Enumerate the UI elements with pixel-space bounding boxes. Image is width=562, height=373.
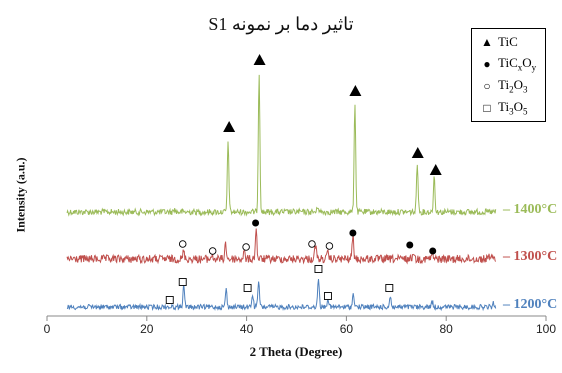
- legend-label-subscript: y: [531, 62, 537, 73]
- peak-marker-open-square: [385, 284, 394, 292]
- peak-marker-open-square: [314, 265, 323, 273]
- temperature-dash: –: [503, 249, 514, 264]
- peak-marker-filled-triangle: [253, 54, 266, 65]
- open-square-icon: □: [483, 100, 491, 115]
- legend-label-main: TiC: [498, 34, 518, 49]
- temperature-value: 1200°C: [513, 297, 558, 312]
- legend-label-element: O: [522, 55, 532, 71]
- peak-marker-filled-triangle: [349, 85, 362, 96]
- peak-marker-open-square: [323, 292, 332, 300]
- legend-label: Ti3O5: [498, 99, 528, 117]
- legend-label: TiC: [498, 34, 518, 50]
- temperature-label: – 1200°C: [503, 297, 557, 313]
- peak-marker-filled-circle: [349, 229, 357, 237]
- peak-marker-filled-triangle: [223, 121, 236, 132]
- filled-triangle-icon: ▲: [481, 34, 493, 49]
- x-tick-label: 100: [535, 322, 557, 336]
- legend-label-main: TiC: [498, 55, 518, 71]
- x-tick-label: 20: [140, 322, 154, 336]
- temperature-label: – 1400°C: [503, 202, 557, 218]
- legend-label-element: O: [513, 77, 523, 93]
- temperature-dash: –: [503, 202, 514, 217]
- legend: ▲ TiC ● TiCxOy ○ Ti2O3 □ Ti3O5: [471, 28, 546, 122]
- x-tick-label: 80: [439, 322, 453, 336]
- legend-label: Ti2O3: [498, 77, 528, 95]
- y-axis-label: Intensity (a.u.): [13, 157, 28, 233]
- x-tick-label: 0: [43, 322, 51, 336]
- legend-label: TiCxOy: [498, 55, 536, 73]
- peak-marker-open-square: [178, 278, 187, 286]
- series-trace-1: [66, 228, 497, 265]
- legend-label-main: Ti: [498, 77, 510, 93]
- legend-label-subscript: 2: [509, 84, 514, 95]
- legend-label-subscript: x: [517, 62, 523, 73]
- legend-item: ○ Ti2O3: [480, 76, 528, 96]
- peak-marker-open-circle: [308, 240, 316, 248]
- peak-marker-open-square: [165, 296, 174, 304]
- filled-circle-icon: ●: [483, 56, 491, 71]
- peak-marker-open-circle: [208, 247, 217, 255]
- series-trace-0: [66, 74, 497, 217]
- peak-marker-filled-triangle: [429, 164, 442, 175]
- legend-label-subscript: 5: [523, 106, 528, 117]
- peak-marker-open-circle: [178, 240, 187, 248]
- peak-marker-open-circle: [325, 242, 334, 250]
- x-axis-label: 2 Theta (Degree): [249, 344, 343, 359]
- legend-label-subscript: 3: [523, 84, 528, 95]
- peak-marker-filled-circle: [252, 219, 260, 227]
- temperature-value: 1300°C: [513, 249, 558, 264]
- peak-marker-filled-circle: [429, 247, 437, 255]
- temperature-value: 1400°C: [513, 202, 558, 217]
- legend-label-element: O: [513, 99, 523, 115]
- peak-marker-open-circle: [242, 243, 250, 251]
- legend-label-main: Ti: [498, 99, 510, 115]
- legend-item: ● TiCxOy: [480, 54, 536, 74]
- chart-title: تاثیر دما بر نمونه S1: [208, 14, 354, 34]
- peak-marker-filled-triangle: [411, 147, 424, 158]
- axes: [46, 315, 547, 321]
- temperature-dash: –: [503, 297, 514, 312]
- open-circle-icon: ○: [483, 78, 491, 93]
- peak-markers: [165, 54, 442, 304]
- series-trace-2: [66, 278, 497, 312]
- x-tick-label: 60: [339, 322, 354, 336]
- legend-label-subscript: 3: [509, 106, 514, 117]
- peak-marker-filled-circle: [406, 241, 414, 249]
- legend-item: □ Ti3O5: [480, 98, 528, 118]
- x-tick-label: 40: [239, 322, 254, 336]
- peak-marker-open-square: [243, 284, 252, 292]
- legend-item: ▲ TiC: [480, 32, 518, 52]
- temperature-label: – 1300°C: [503, 249, 557, 265]
- traces: [66, 74, 497, 312]
